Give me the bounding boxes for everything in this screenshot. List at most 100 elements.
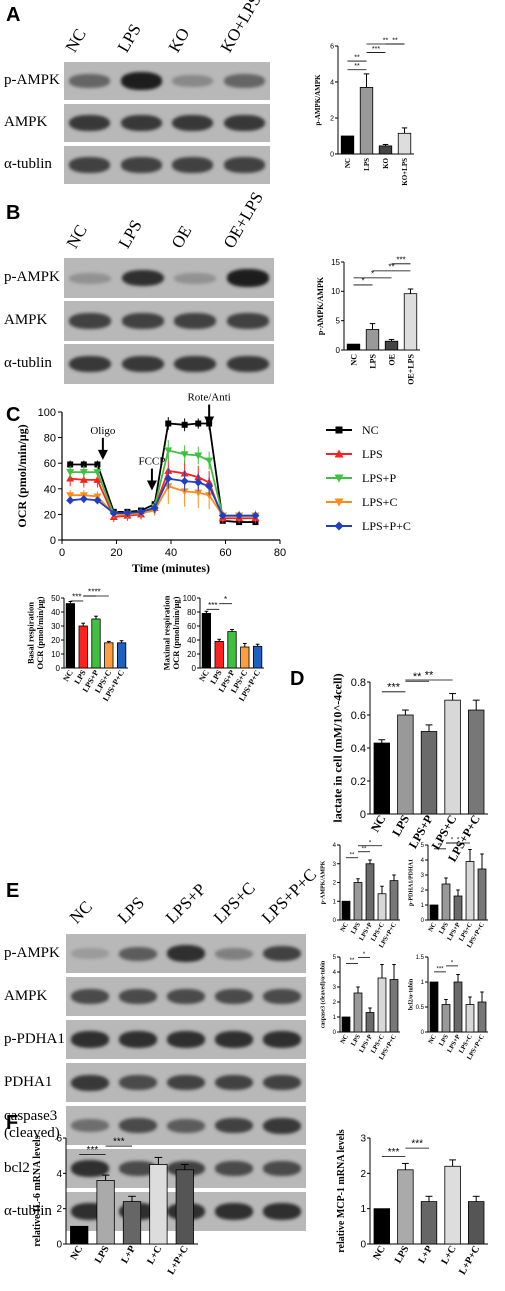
blot-band <box>120 157 162 173</box>
blot-band <box>69 74 111 88</box>
blot-band <box>223 157 265 173</box>
y-tick-label: 60 <box>44 458 56 470</box>
x-tick-label: 40 <box>165 547 177 559</box>
y-tick-label: 2 <box>360 1169 366 1180</box>
blot-band <box>121 356 164 372</box>
y-tick-label: 100 <box>183 594 197 603</box>
bar <box>96 1180 115 1245</box>
bar <box>378 145 393 155</box>
data-point <box>93 475 102 483</box>
y-tick-label: 80 <box>44 433 56 445</box>
data-point <box>79 475 88 483</box>
y-tick-label: 2 <box>56 1204 62 1215</box>
data-point <box>67 461 74 468</box>
blot-band <box>172 75 214 87</box>
category-label: L+P <box>416 1244 435 1266</box>
category-label: NC <box>344 158 352 168</box>
data-point <box>235 511 244 520</box>
y-tick-label: 15 <box>331 258 340 267</box>
y-tick-label: 3 <box>421 873 425 879</box>
significance-label: *** <box>91 588 100 597</box>
bar <box>240 646 250 669</box>
bar <box>122 1201 142 1245</box>
annotation-label: Oligo <box>90 425 116 437</box>
blot-strip <box>66 1063 306 1102</box>
blot-band <box>70 948 110 959</box>
blot-band <box>166 1074 206 1091</box>
y-tick-label: 0 <box>336 346 341 355</box>
y-tick-label: 6 <box>330 43 334 50</box>
y-tick-label: 6 <box>56 1134 62 1145</box>
panel-letter-a: A <box>6 4 21 26</box>
blot-band <box>118 1031 158 1048</box>
data-point <box>218 511 227 520</box>
significance-label: ** <box>425 670 434 682</box>
y-tick-label: 0.8 <box>351 677 366 689</box>
data-point <box>180 477 189 486</box>
blot-band <box>69 272 112 284</box>
significance-label: * <box>224 595 227 604</box>
annotation-label: FCCP <box>138 456 165 468</box>
y-tick-label: 1.5 <box>416 955 425 961</box>
y-tick-label: 4 <box>330 79 334 86</box>
y-axis-label: relative IL-6 mRNA levels <box>32 1135 43 1246</box>
bar <box>397 714 414 815</box>
category-label: L+P+C <box>457 1244 482 1277</box>
bar <box>373 1208 390 1245</box>
bar <box>477 1001 487 1033</box>
blot-strip <box>66 1106 306 1145</box>
blot-band <box>226 269 269 287</box>
bar <box>465 861 475 921</box>
blot-band <box>226 356 269 372</box>
y-tick-label: 0 <box>360 1240 366 1251</box>
blot-strip <box>64 146 270 184</box>
blot-band <box>166 989 206 1004</box>
category-label: NC <box>69 1244 86 1262</box>
bar <box>377 977 387 1033</box>
blot-band <box>262 945 302 962</box>
blot-band <box>70 1074 110 1091</box>
legend-marker <box>334 498 344 507</box>
y-tick-label: 0 <box>333 1030 337 1036</box>
y-tick-label: 5 <box>421 843 425 849</box>
data-point <box>66 492 75 500</box>
bar <box>441 1004 451 1033</box>
panel-letter-e: E <box>6 880 20 902</box>
legend-label: LPS <box>362 447 383 461</box>
bar <box>397 132 412 155</box>
category-label: KO+LPS <box>401 158 409 186</box>
y-tick-label: 0 <box>421 918 425 924</box>
legend-marker <box>335 426 343 434</box>
significance-label: ** <box>350 958 355 964</box>
y-tick-label: 20 <box>44 509 56 521</box>
data-point <box>180 451 189 459</box>
bar <box>149 1164 168 1245</box>
blot-band <box>120 72 162 90</box>
bar <box>104 642 114 669</box>
y-tick-label: 0.4 <box>351 743 366 755</box>
significance-label: ** <box>354 55 360 62</box>
legend-label: LPS+C <box>362 495 397 509</box>
data-point <box>123 509 132 518</box>
data-point <box>93 469 102 477</box>
category-label: LPS <box>389 812 412 838</box>
blot-band <box>214 1117 254 1134</box>
bar <box>384 340 399 351</box>
significance-label: *** <box>372 46 380 53</box>
blot-band <box>166 1118 206 1133</box>
y-tick-label: 1 <box>421 980 425 986</box>
blot-strip <box>66 977 306 1016</box>
y-tick-label: 5 <box>336 316 341 325</box>
category-label: NC <box>371 1244 388 1262</box>
y-tick-label: 2 <box>333 881 337 887</box>
data-point <box>79 469 88 477</box>
significance-label: *** <box>113 1137 125 1148</box>
significance-label: *** <box>396 255 405 264</box>
significance-label: * <box>451 838 454 844</box>
y-tick-label: 1 <box>360 1204 366 1215</box>
bar <box>373 742 390 815</box>
bar <box>465 1004 475 1033</box>
y-tick-label: 2 <box>421 888 425 894</box>
data-point <box>251 511 260 520</box>
significance-label: ** <box>383 38 389 45</box>
